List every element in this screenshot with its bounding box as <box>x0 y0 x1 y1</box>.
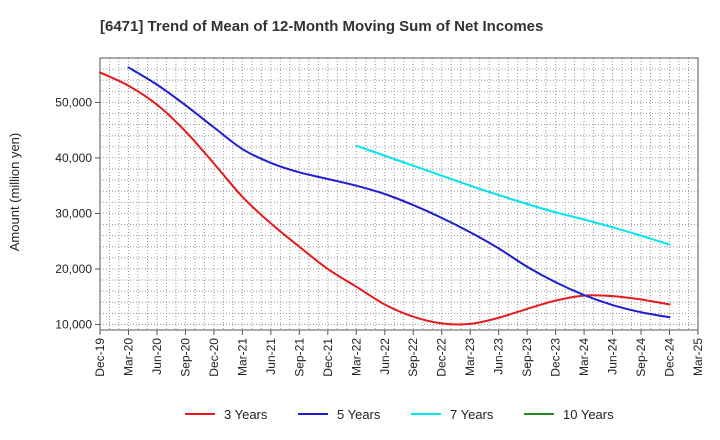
x-tick-label: Jun-23 <box>492 338 506 375</box>
legend: 3 Years 5 Years 7 Years 10 Years <box>185 407 614 422</box>
x-tick-label: Dec-21 <box>321 338 335 377</box>
legend-item-10-years: 10 Years <box>524 407 614 422</box>
x-tick-label: Sep-21 <box>292 338 306 377</box>
legend-label: 5 Years <box>337 407 381 422</box>
series-lines <box>99 66 671 326</box>
x-tick-label: Sep-24 <box>634 338 648 377</box>
grid <box>100 58 698 330</box>
x-tick-label: Mar-24 <box>577 338 591 376</box>
y-tick-label: 10,000 <box>55 317 92 331</box>
x-tick-label: Sep-20 <box>178 338 192 377</box>
x-tick-label: Mar-20 <box>121 338 135 376</box>
y-tick-label: 40,000 <box>55 151 92 165</box>
x-tick-label: Dec-24 <box>663 338 677 377</box>
y-tick-label: 50,000 <box>55 95 92 109</box>
legend-item-7-years: 7 Years <box>411 407 494 422</box>
y-axis-label: Amount (million yen) <box>7 133 22 252</box>
x-tick-label: Jun-22 <box>378 338 392 375</box>
x-tick-label: Sep-22 <box>406 338 420 377</box>
x-tick-label: Dec-23 <box>549 338 563 377</box>
legend-label: 7 Years <box>450 407 494 422</box>
x-tick-label: Dec-22 <box>435 338 449 377</box>
series-line-7-years <box>355 144 671 246</box>
x-tick-label: Dec-19 <box>93 338 107 377</box>
series-line-3-years <box>99 71 671 326</box>
x-tick-label: Jun-21 <box>264 338 278 375</box>
x-tick-label: Mar-25 <box>691 338 705 376</box>
legend-item-3-years: 3 Years <box>185 407 268 422</box>
x-tick-label: Mar-22 <box>349 338 363 376</box>
series-line-5-years <box>127 66 671 319</box>
x-tick-label: Dec-20 <box>207 338 221 377</box>
x-tick-label: Sep-23 <box>520 338 534 377</box>
legend-item-5-years: 5 Years <box>298 407 381 422</box>
x-tick-label: Jun-20 <box>150 338 164 375</box>
x-tick-label: Mar-21 <box>235 338 249 376</box>
plot-frame <box>99 57 699 331</box>
x-tick-label: Mar-23 <box>463 338 477 376</box>
x-axis-ticks: Dec-19 Mar-20 Jun-20 Sep-20 Dec-20 Mar-21 Jun-… <box>93 330 705 377</box>
y-tick-label: 20,000 <box>55 262 92 276</box>
chart-title: [6471] Trend of Mean of 12-Month Moving … <box>100 18 543 35</box>
legend-label: 3 Years <box>224 407 268 422</box>
legend-label: 10 Years <box>563 407 614 422</box>
y-axis-ticks: 10,000 20,000 30,000 40,000 50,000 <box>55 95 100 331</box>
y-tick-label: 30,000 <box>55 206 92 220</box>
x-tick-label: Jun-24 <box>606 338 620 375</box>
